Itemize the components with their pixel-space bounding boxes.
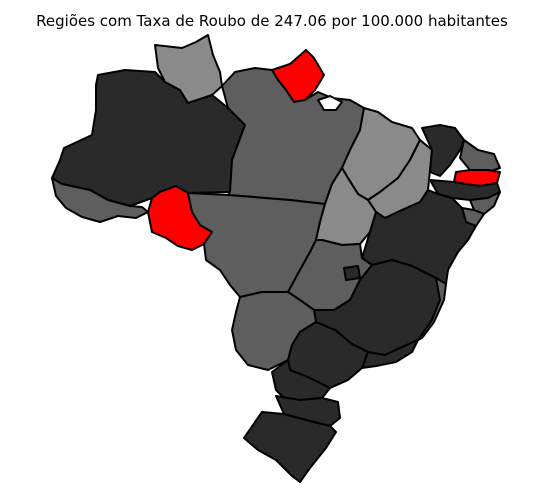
marajo-island (317, 95, 343, 111)
region-CE (421, 124, 465, 177)
region-DF (343, 265, 361, 281)
map-title: Regiões com Taxa de Roubo de 247.06 por … (36, 12, 508, 30)
region-RJ (361, 339, 419, 369)
region-AC (51, 177, 149, 223)
region-RS (243, 411, 337, 483)
region-RN (459, 139, 501, 173)
region-ES (417, 277, 447, 341)
